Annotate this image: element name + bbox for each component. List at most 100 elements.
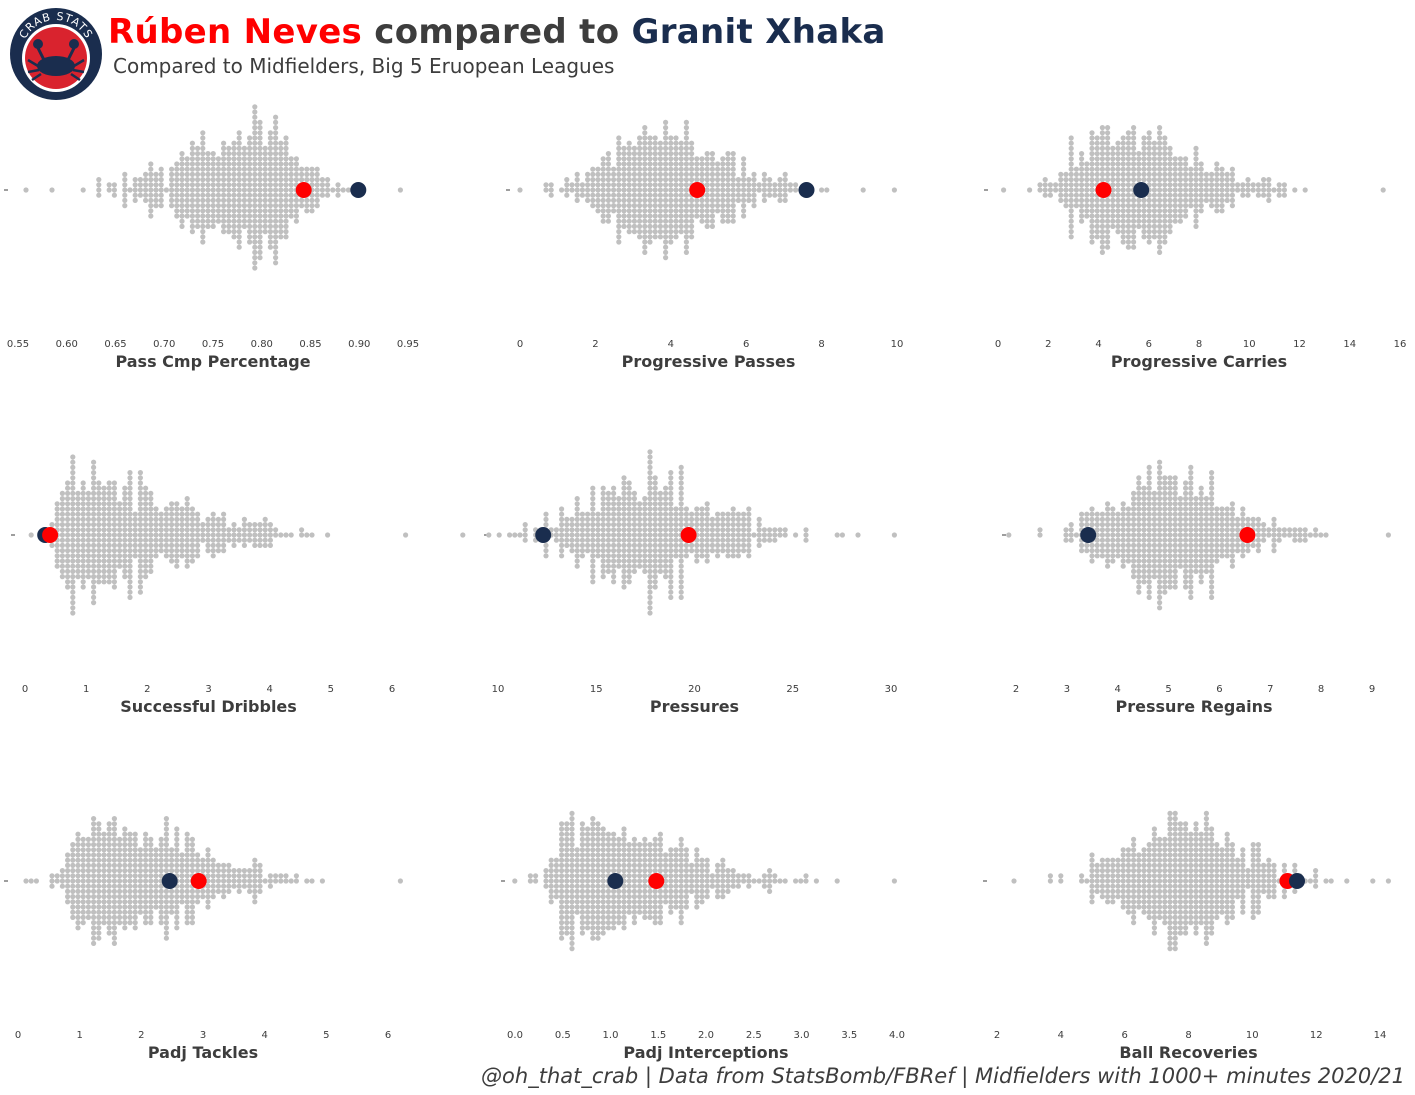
population-point (1172, 568, 1178, 575)
population-point (1214, 558, 1220, 564)
population-point (704, 151, 710, 157)
population-point (1157, 868, 1163, 874)
population-point (1146, 894, 1152, 900)
population-point (600, 182, 606, 188)
population-point (590, 511, 596, 517)
population-point (75, 511, 81, 517)
population-point (637, 171, 643, 177)
population-point (49, 883, 55, 889)
population-point (122, 852, 128, 858)
population-point (668, 868, 674, 874)
player-a-point (1239, 527, 1256, 543)
population-point (127, 857, 133, 863)
population-point (730, 548, 736, 554)
population-point (49, 522, 55, 528)
population-point (1261, 182, 1267, 188)
population-point (574, 888, 580, 895)
population-point (65, 862, 71, 869)
population-point (1266, 182, 1272, 188)
player-a-point (190, 873, 207, 889)
population-point (1219, 506, 1225, 512)
population-point (257, 135, 263, 141)
population-point (699, 166, 705, 172)
population-point (663, 522, 669, 528)
population-point (626, 506, 632, 512)
population-point (101, 857, 107, 863)
population-point (704, 171, 710, 177)
population-point (1141, 203, 1147, 209)
population-point (132, 899, 138, 905)
population-point (1183, 516, 1189, 523)
population-point (195, 511, 201, 517)
population-point (600, 161, 606, 167)
population-point (1125, 506, 1131, 512)
population-point (80, 579, 86, 585)
population-point (600, 930, 606, 936)
population-point (709, 171, 716, 177)
population-point (735, 537, 742, 543)
population-point (1229, 878, 1235, 884)
population-point (772, 532, 778, 538)
population-point (1193, 894, 1199, 900)
population-point (678, 847, 684, 853)
population-point (75, 537, 81, 543)
population-point (1266, 868, 1272, 874)
population-point (247, 140, 253, 146)
population-point (288, 182, 294, 188)
population-point (70, 464, 76, 470)
population-point (257, 868, 263, 874)
population-point (1198, 501, 1204, 507)
population-point (174, 203, 180, 209)
population-point (257, 537, 263, 543)
population-point (564, 914, 570, 921)
population-point (704, 542, 710, 549)
population-point (689, 208, 695, 214)
population-point (668, 542, 674, 549)
population-point (668, 208, 674, 214)
population-point (1047, 878, 1053, 884)
population-point (683, 182, 690, 188)
population-point (252, 104, 258, 110)
population-point (642, 223, 648, 229)
population-point (1266, 883, 1272, 889)
population-point (715, 862, 721, 869)
population-point (621, 847, 627, 853)
population-point (221, 161, 227, 167)
population-point (756, 878, 762, 884)
population-point (111, 187, 117, 193)
population-point (267, 197, 273, 203)
population-point (689, 218, 695, 224)
population-point (1266, 873, 1272, 879)
population-point (189, 171, 195, 177)
population-point (132, 836, 138, 843)
x-axis-label: Pressure Regains (1115, 697, 1272, 716)
population-point (1131, 161, 1137, 167)
population-point (1079, 542, 1085, 549)
population-point (1198, 537, 1204, 543)
population-point (1214, 203, 1220, 209)
population-point (163, 836, 169, 843)
population-point (1193, 548, 1199, 554)
population-point (709, 208, 716, 214)
population-point (1115, 548, 1121, 554)
population-point (1151, 496, 1157, 502)
population-point (262, 218, 268, 224)
population-point (668, 873, 674, 879)
population-point (189, 140, 195, 146)
population-point (1136, 485, 1142, 491)
population-point (715, 537, 721, 543)
population-point (678, 873, 684, 879)
population-point (1110, 151, 1116, 157)
population-point (699, 208, 705, 214)
population-point (605, 197, 612, 203)
population-point (70, 579, 76, 585)
population-point (1141, 140, 1147, 146)
population-point (803, 527, 809, 533)
population-point (668, 904, 674, 910)
population-point (174, 187, 180, 193)
population-point (210, 878, 216, 884)
population-point (1344, 878, 1350, 884)
population-point (1203, 511, 1209, 517)
population-point (1151, 203, 1157, 209)
population-point (49, 873, 55, 879)
